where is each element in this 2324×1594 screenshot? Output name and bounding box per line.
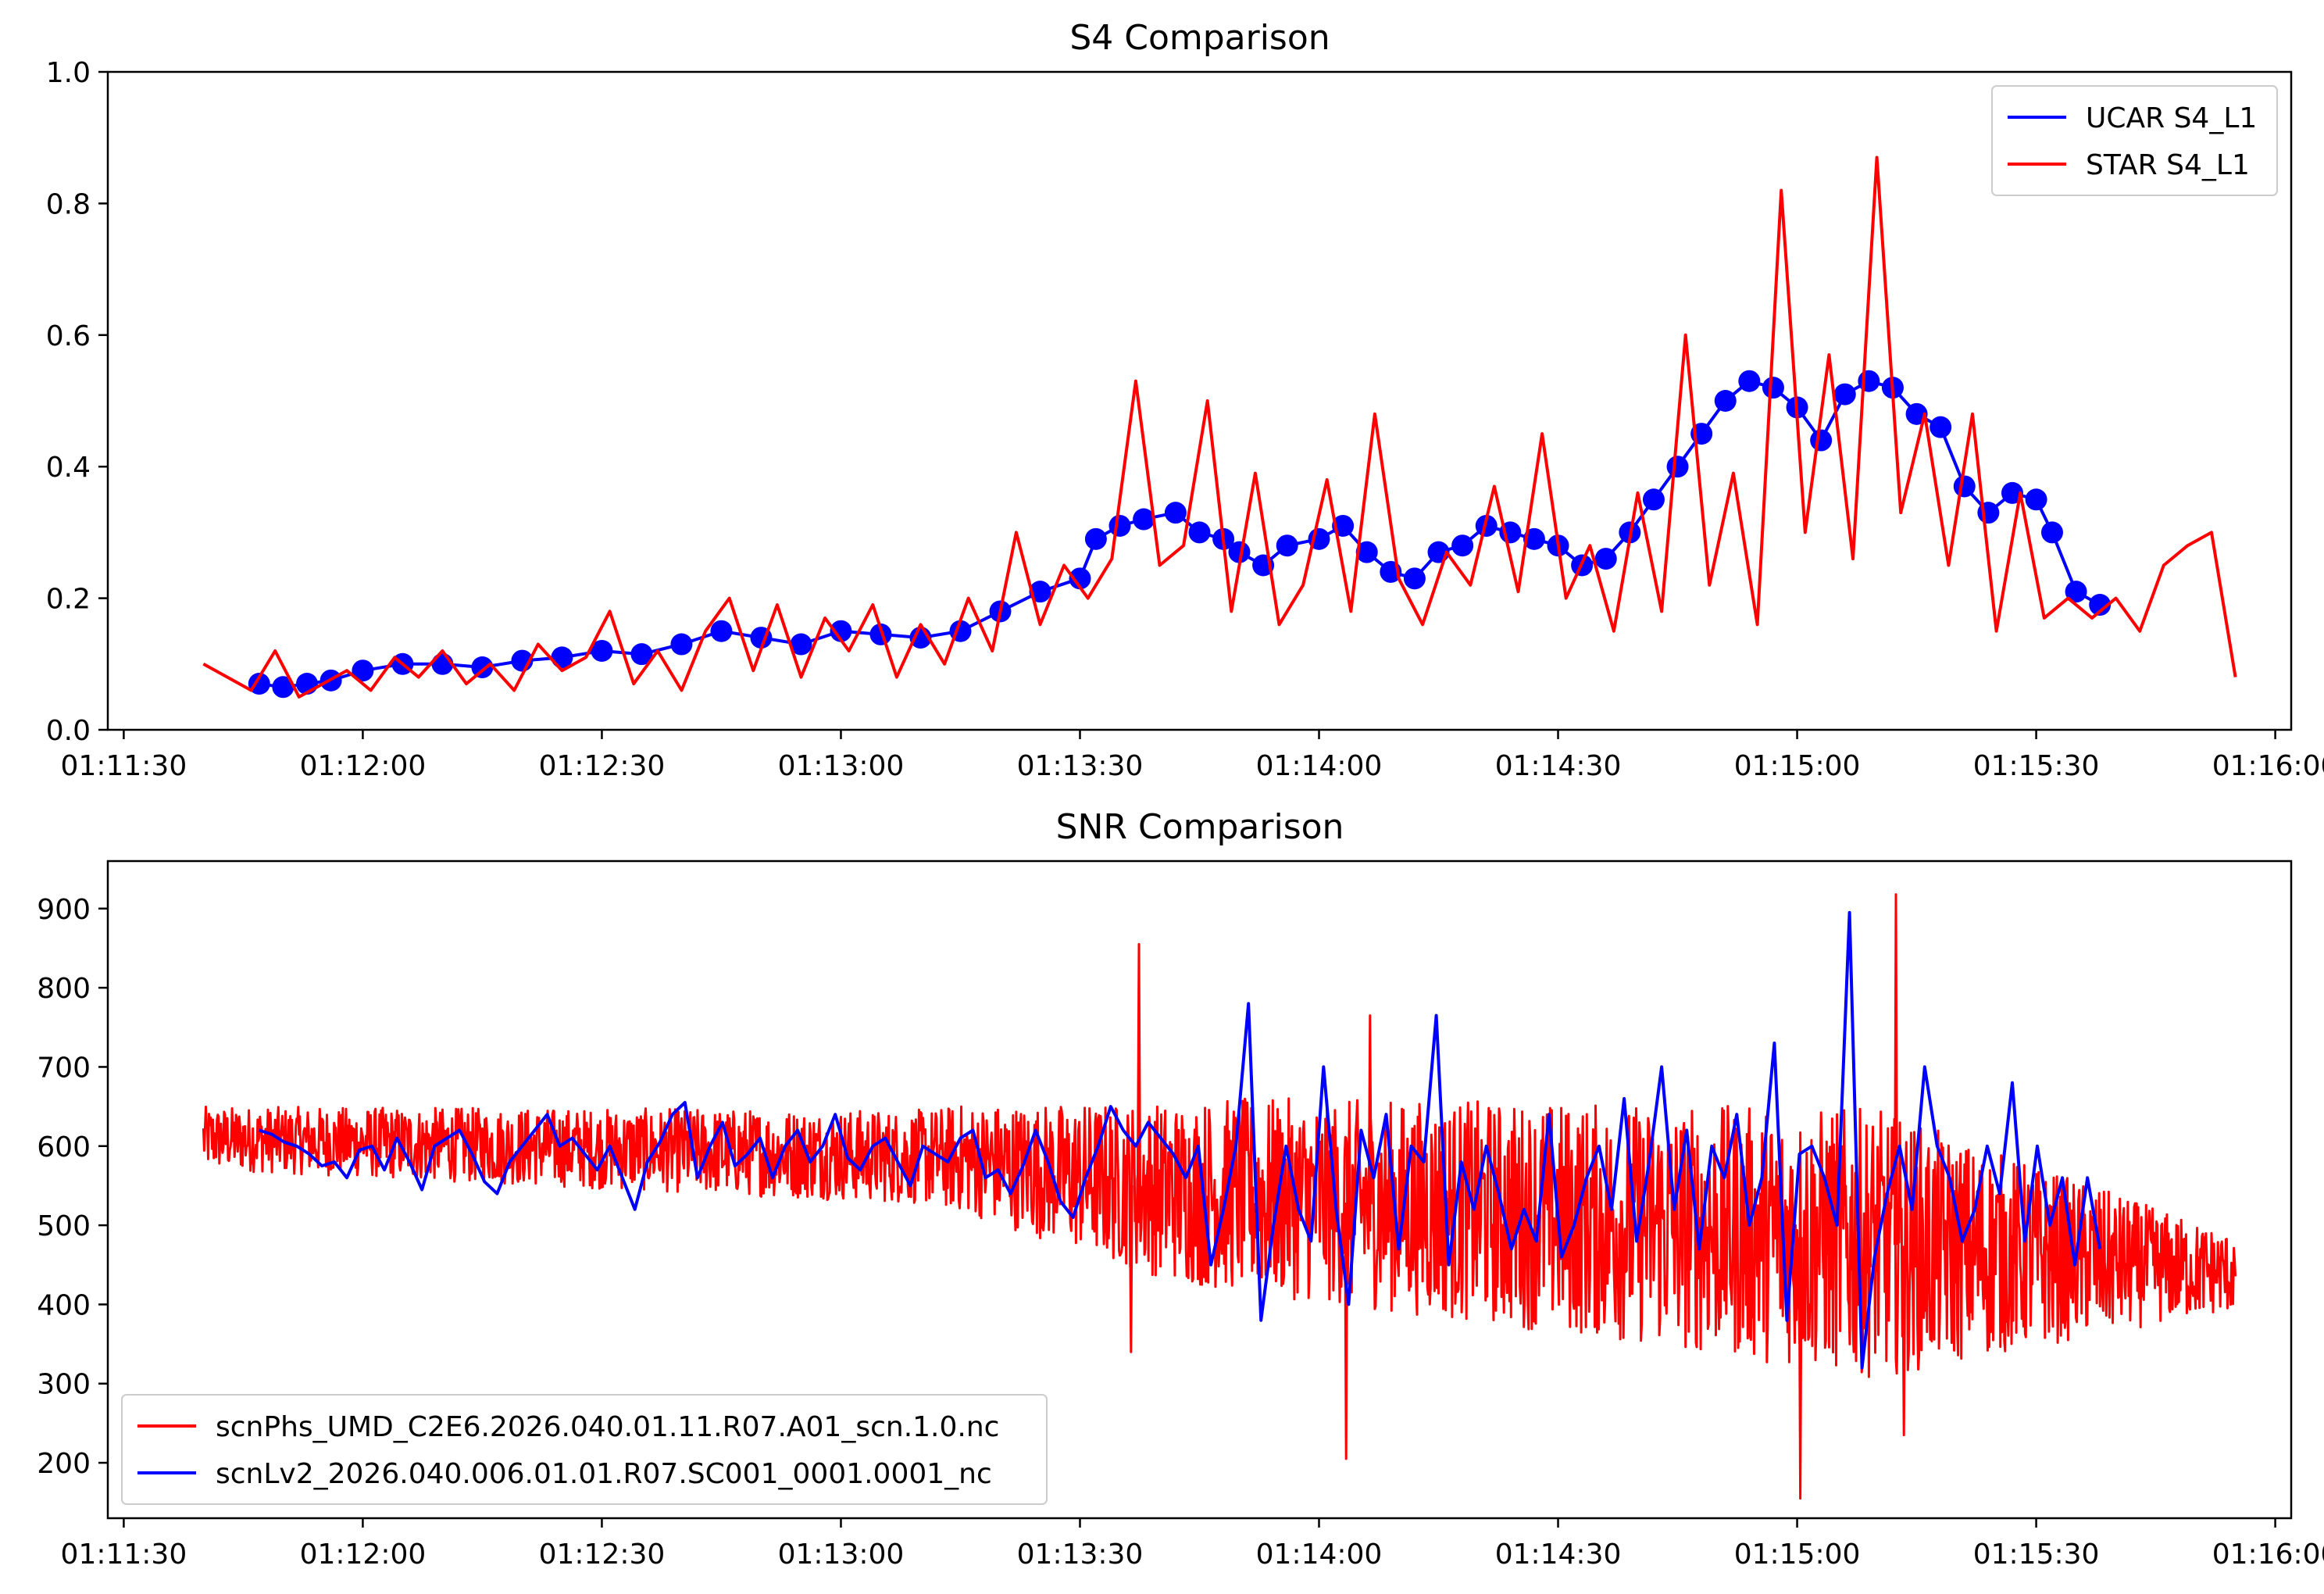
data-point	[471, 656, 494, 679]
x-tick-label: 01:13:30	[1017, 1539, 1144, 1571]
plot-area	[202, 893, 2237, 1500]
data-point	[272, 676, 295, 699]
data-point	[1108, 514, 1131, 537]
x-tick-label: 01:13:00	[778, 750, 905, 782]
data-point	[1953, 475, 1976, 498]
data-point	[1810, 429, 1833, 452]
data-point	[2089, 594, 2112, 617]
chart-title: S4 Comparison	[1069, 18, 1330, 58]
chart-title: SNR Comparison	[1056, 807, 1344, 847]
x-tick-label: 01:12:30	[539, 750, 666, 782]
x-tick-label: 01:12:00	[300, 750, 427, 782]
data-point	[1084, 527, 1107, 550]
data-point	[1276, 534, 1298, 557]
y-tick-label: 0.6	[46, 320, 91, 352]
snr-comparison-chart: SNR Comparison 200300400500600700800900 …	[37, 807, 2324, 1571]
series-line-1	[202, 155, 2237, 699]
y-tick-label: 600	[37, 1131, 91, 1163]
plot-area	[202, 155, 2237, 699]
y-tick-label: 700	[37, 1052, 91, 1084]
x-tick-label: 01:14:00	[1256, 750, 1383, 782]
data-point	[2065, 581, 2087, 603]
series-line-0	[202, 893, 2237, 1500]
data-point	[1164, 502, 1187, 524]
data-point	[1833, 383, 1856, 406]
legend: scnPhs_UMD_C2E6.2026.040.01.11.R07.A01_s…	[121, 1394, 1048, 1505]
data-point	[710, 620, 733, 642]
axes-frame	[106, 70, 2293, 731]
x-tick-label: 01:14:00	[1256, 1539, 1383, 1571]
legend-label: scnPhs_UMD_C2E6.2026.040.01.11.R07.A01_s…	[216, 1411, 999, 1443]
data-point	[1188, 521, 1211, 544]
legend-label: STAR S4_L1	[2086, 149, 2250, 181]
x-tick-label: 01:16:00	[2212, 1539, 2324, 1571]
data-point	[630, 643, 653, 666]
data-point	[1069, 567, 1091, 590]
x-tick-label: 01:15:30	[1973, 1539, 2100, 1571]
y-tick-label: 0.4	[46, 452, 91, 484]
data-point	[591, 639, 613, 662]
y-tick-label: 1.0	[46, 57, 91, 89]
x-axis: 01:11:30 01:12:00 01:12:30 01:13:00 01:13:30…	[61, 730, 2324, 782]
data-point	[1977, 502, 2000, 524]
data-point	[1858, 370, 1880, 392]
s4-comparison-chart: S4 Comparison 0.0 0.2 0.4 0.6 0.8 1.0 01:11:3…	[46, 18, 2324, 782]
y-tick-label: 300	[37, 1369, 91, 1401]
data-point	[830, 620, 852, 642]
x-axis: 01:11:30 01:12:00 01:12:30 01:13:00 01:13:30…	[61, 1518, 2324, 1571]
series-line-1	[259, 910, 2102, 1370]
data-point	[1666, 456, 1689, 478]
data-point	[1714, 390, 1737, 412]
legend-label: scnLv2_2026.040.006.01.01.R07.SC001_0001…	[216, 1458, 992, 1490]
data-point	[1762, 377, 1784, 399]
x-tick-label: 01:11:30	[61, 750, 187, 782]
data-point	[1403, 567, 1426, 590]
legend-box	[1991, 85, 2278, 196]
legend: UCAR S4_L1 STAR S4_L1	[1991, 85, 2278, 196]
data-point	[248, 673, 270, 695]
y-tick-label: 400	[37, 1289, 91, 1321]
y-tick-label: 200	[37, 1448, 91, 1480]
data-point	[1355, 541, 1378, 563]
data-point	[2040, 521, 2063, 544]
y-axis: 0.0 0.2 0.4 0.6 0.8 1.0	[46, 57, 108, 747]
data-point	[1738, 370, 1761, 392]
x-tick-label: 01:11:30	[61, 1539, 187, 1571]
data-point	[1523, 527, 1545, 550]
y-tick-label: 900	[37, 894, 91, 926]
x-tick-label: 01:13:30	[1017, 750, 1144, 782]
data-point	[1228, 541, 1251, 563]
data-point	[1930, 416, 1952, 438]
x-tick-label: 01:12:00	[300, 1539, 427, 1571]
y-tick-label: 0.2	[46, 584, 91, 616]
legend-box	[121, 1394, 1048, 1505]
legend-label: UCAR S4_L1	[2086, 102, 2257, 134]
y-tick-label: 0.0	[46, 715, 91, 747]
data-point	[352, 659, 374, 682]
x-tick-label: 01:15:30	[1973, 750, 2100, 782]
data-point	[1594, 548, 1617, 570]
x-tick-label: 01:15:00	[1734, 750, 1861, 782]
data-point	[1451, 534, 1474, 557]
axes-frame	[106, 860, 2293, 1520]
y-tick-label: 500	[37, 1210, 91, 1242]
x-tick-label: 01:12:30	[539, 1539, 666, 1571]
x-tick-label: 01:14:30	[1495, 750, 1622, 782]
data-point	[2025, 488, 2047, 511]
y-tick-label: 0.8	[46, 188, 91, 220]
data-point	[1642, 488, 1665, 511]
data-point	[670, 633, 693, 656]
x-tick-label: 01:16:00	[2212, 750, 2324, 782]
data-point	[869, 623, 892, 645]
x-tick-label: 01:13:00	[778, 1539, 905, 1571]
data-point	[1029, 581, 1051, 603]
data-point	[1133, 508, 1155, 531]
x-tick-label: 01:14:30	[1495, 1539, 1622, 1571]
data-point	[790, 633, 812, 656]
y-tick-label: 800	[37, 973, 91, 1005]
x-tick-label: 01:15:00	[1734, 1539, 1861, 1571]
y-axis: 200 300 400 500 600 700 800 900	[37, 894, 108, 1480]
